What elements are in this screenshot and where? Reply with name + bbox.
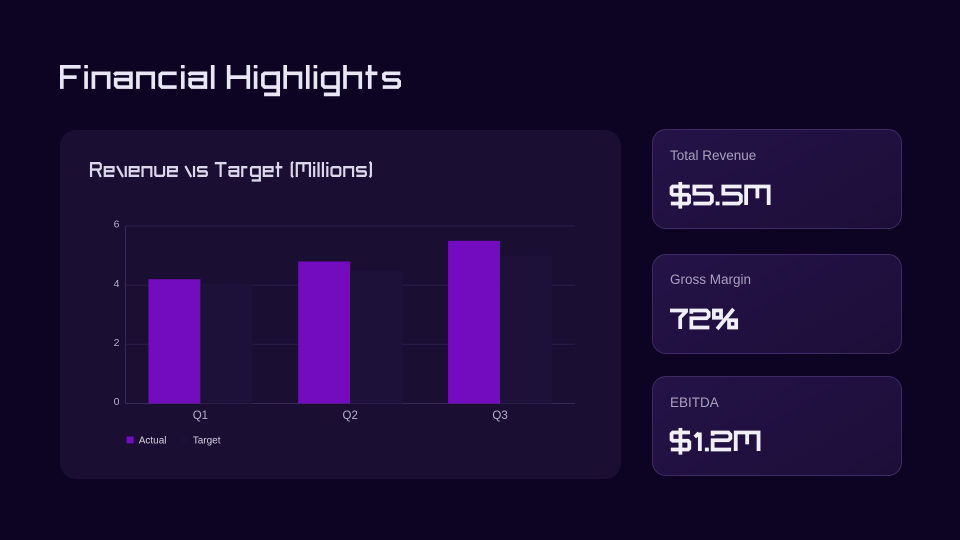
svg-text:Q1: Q1 <box>193 410 208 422</box>
svg-text:2: 2 <box>114 337 120 349</box>
svg-text:Q2: Q2 <box>343 410 358 422</box>
svg-text:Actual: Actual <box>139 436 167 447</box>
svg-text:4: 4 <box>114 278 120 290</box>
svg-text:6: 6 <box>114 219 120 231</box>
svg-text:Q3: Q3 <box>492 410 507 422</box>
svg-text:0: 0 <box>114 396 120 408</box>
svg-text:Target: Target <box>193 436 221 447</box>
